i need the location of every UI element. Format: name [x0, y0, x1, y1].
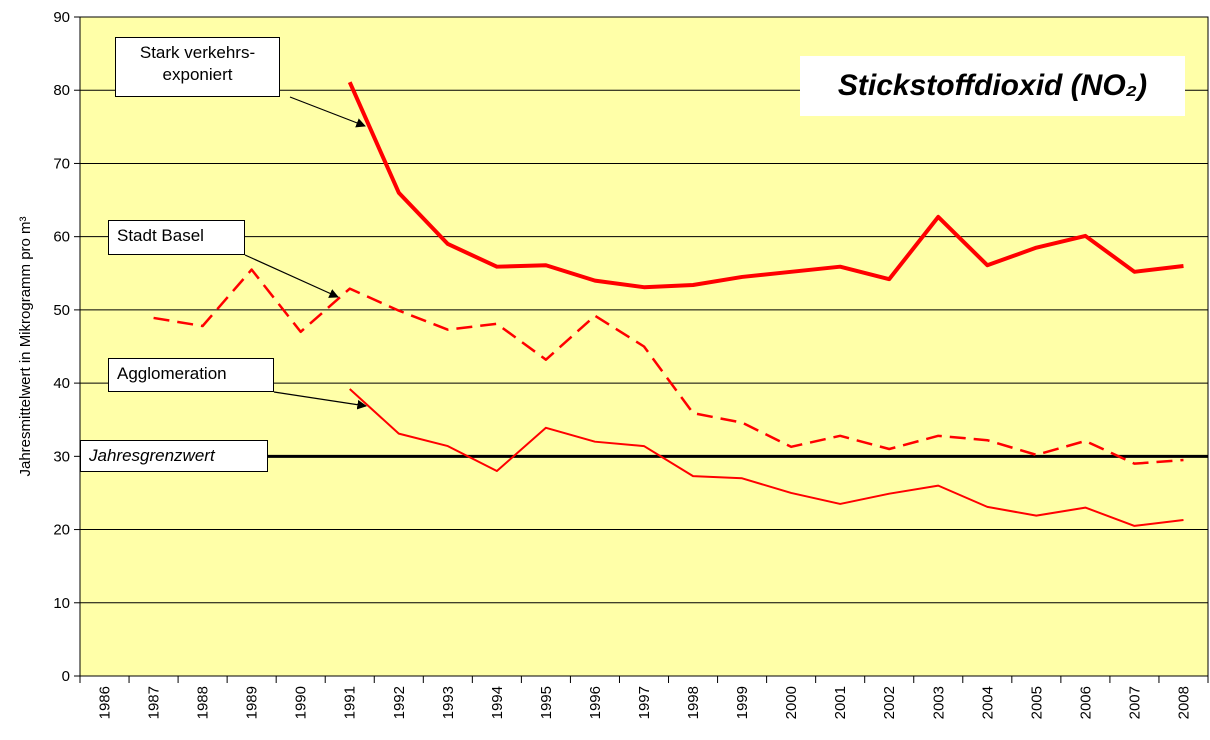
x-tick-group: 2000 — [783, 686, 800, 719]
x-tick-group: 1991 — [342, 686, 359, 719]
x-tick-group: 1988 — [195, 686, 212, 719]
x-tick-label: 1993 — [440, 686, 457, 719]
x-tick-label: 2002 — [881, 686, 898, 719]
x-tick-label: 1996 — [587, 686, 604, 719]
x-tick-group: 2001 — [832, 686, 849, 719]
y-tick-label: 60 — [53, 229, 70, 246]
label-arrow — [244, 254, 339, 298]
x-tick-group: 2006 — [1077, 686, 1094, 719]
y-tick-label: 10 — [53, 595, 70, 612]
x-tick-group: 1986 — [97, 686, 114, 719]
x-tick-label: 1987 — [146, 686, 163, 719]
y-tick-label: 90 — [53, 9, 70, 26]
x-tick-label: 1998 — [685, 686, 702, 719]
x-tick-label: 1994 — [489, 686, 506, 719]
x-tick-group: 2002 — [881, 686, 898, 719]
x-tick-group: 2008 — [1175, 686, 1192, 719]
x-tick-label: 2000 — [783, 686, 800, 719]
x-tick-group: 1994 — [489, 686, 506, 719]
x-tick-label: 1991 — [342, 686, 359, 719]
x-tick-label: 2006 — [1077, 686, 1094, 719]
y-tick-label: 70 — [53, 155, 70, 172]
reference-label: Jahresgrenzwert — [80, 440, 268, 473]
y-tick-label: 0 — [62, 668, 70, 685]
x-tick-group: 2005 — [1028, 686, 1045, 719]
x-tick-label: 2004 — [979, 686, 996, 719]
x-tick-label: 1989 — [244, 686, 261, 719]
x-tick-group: 1998 — [685, 686, 702, 719]
x-tick-group: 1990 — [293, 686, 310, 719]
x-tick-label: 1999 — [734, 686, 751, 719]
x-tick-label: 2005 — [1028, 686, 1045, 719]
x-tick-label: 1997 — [636, 686, 653, 719]
series-label: Stark verkehrs-exponiert — [115, 37, 280, 97]
x-tick-label: 2007 — [1126, 686, 1143, 719]
x-tick-label: 2008 — [1175, 686, 1192, 719]
x-tick-group: 2007 — [1126, 686, 1143, 719]
series-line — [153, 268, 1184, 465]
x-tick-label: 1986 — [97, 686, 114, 719]
y-tick-label: 40 — [53, 375, 70, 392]
series-line — [349, 388, 1184, 527]
x-tick-label: 2001 — [832, 686, 849, 719]
series-line — [347, 81, 1184, 290]
x-tick-label: 1995 — [538, 686, 555, 719]
x-tick-group: 1999 — [734, 686, 751, 719]
x-tick-group: 1997 — [636, 686, 653, 719]
x-tick-group: 2004 — [979, 686, 996, 719]
x-tick-label: 1988 — [195, 686, 212, 719]
x-tick-label: 1992 — [391, 686, 408, 719]
chart-title: Stickstoffdioxid (NO₂) — [800, 56, 1185, 116]
x-tick-label: 1990 — [293, 686, 310, 719]
x-tick-group: 1987 — [146, 686, 163, 719]
x-tick-group: 1993 — [440, 686, 457, 719]
y-tick-label: 20 — [53, 522, 70, 539]
series-label: Agglomeration — [108, 358, 274, 392]
x-tick-group: 1996 — [587, 686, 604, 719]
series-label: Stadt Basel — [108, 220, 245, 255]
x-tick-group: 1992 — [391, 686, 408, 719]
y-axis-title: Jahresmittelwert in Mikrogramm pro m³ — [17, 216, 34, 476]
x-tick-group: 1995 — [538, 686, 555, 719]
x-tick-label: 2003 — [930, 686, 947, 719]
y-tick-label: 30 — [53, 448, 70, 465]
y-tick-label: 80 — [53, 82, 70, 99]
label-arrow — [289, 96, 366, 128]
y-tick-label: 50 — [53, 302, 70, 319]
label-arrow — [273, 391, 367, 410]
x-tick-group: 2003 — [930, 686, 947, 719]
x-tick-group: 1989 — [244, 686, 261, 719]
